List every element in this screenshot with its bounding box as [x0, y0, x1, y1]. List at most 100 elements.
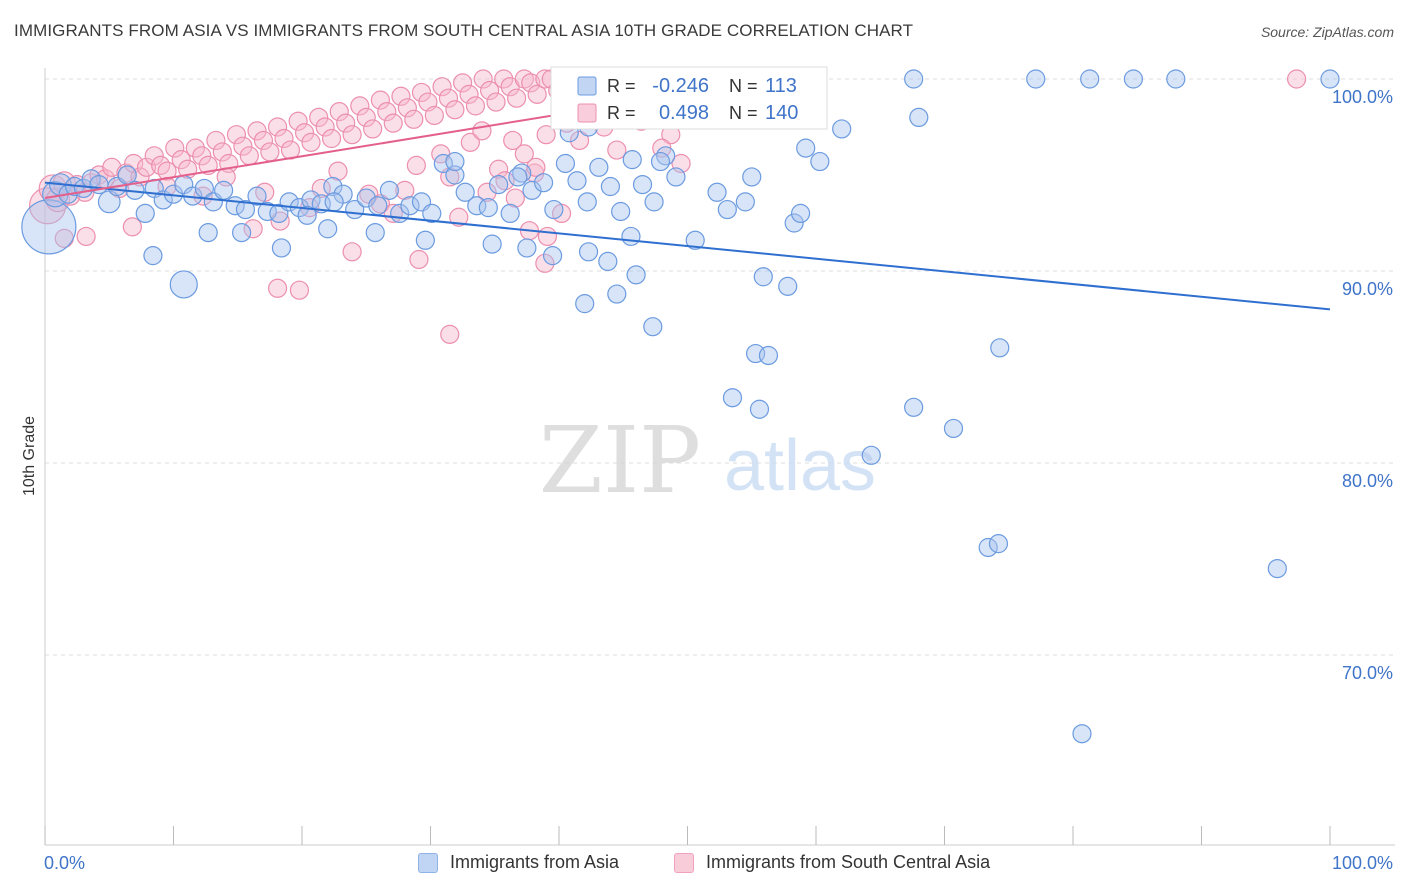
data-point-asia [589, 157, 609, 177]
data-point-asia [598, 251, 618, 271]
data-point-asia [650, 151, 671, 172]
data-point-asia [1072, 724, 1092, 744]
data-point-south-central-asia [274, 128, 294, 149]
data-point-asia [621, 226, 641, 247]
data-point-asia [324, 192, 344, 212]
data-point-asia [1320, 69, 1340, 89]
data-point-south-central-asia [438, 88, 459, 108]
source-label: Source: ZipAtlas.com [1260, 24, 1394, 40]
data-point-asia [318, 219, 338, 239]
data-point-asia [578, 242, 599, 262]
data-point-south-central-asia [514, 144, 534, 164]
y-tick-label: 100.0% [1332, 87, 1393, 107]
data-point-south-central-asia [432, 77, 452, 97]
data-point-asia [232, 223, 252, 243]
data-point-south-central-asia [440, 324, 460, 344]
data-point-south-central-asia [449, 207, 469, 227]
data-point-asia [758, 345, 779, 366]
stats-box-frame [550, 66, 828, 130]
data-point-south-central-asia [212, 142, 232, 162]
y-tick-label: 80.0% [1342, 471, 1393, 491]
data-point-asia [796, 138, 816, 158]
data-point-asia [988, 534, 1009, 554]
data-point-south-central-asia [350, 96, 370, 116]
data-point-asia [198, 223, 218, 243]
data-point-south-central-asia [506, 88, 527, 108]
data-point-asia [489, 175, 509, 195]
legend-item-asia[interactable]: Immigrants from Asia [418, 852, 619, 873]
stats-n-label: N = [729, 76, 758, 96]
stats-swatch [577, 103, 597, 123]
stats-swatch [577, 76, 597, 96]
data-point-south-central-asia [76, 226, 96, 247]
stats-box: R = -0.246 N = 113 R = 0.498 N = 140 [550, 66, 828, 130]
data-point-south-central-asia [465, 96, 486, 116]
data-point-asia [632, 175, 653, 195]
data-point-south-central-asia [321, 128, 342, 149]
data-point-south-central-asia [480, 80, 500, 101]
data-point-south-central-asia [243, 219, 263, 239]
data-point-south-central-asia [309, 107, 329, 128]
data-point-south-central-asia [260, 142, 280, 162]
data-point-asia [644, 192, 664, 212]
data-point-south-central-asia [342, 125, 362, 145]
data-point-asia [832, 119, 852, 139]
data-point-south-central-asia [472, 121, 492, 141]
data-point-south-central-asia [267, 117, 288, 137]
data-point-asia [643, 317, 663, 337]
stats-r-value: 0.498 [659, 102, 709, 124]
data-point-asia [749, 399, 770, 419]
data-point-south-central-asia [122, 217, 142, 237]
stats-r-value: -0.246 [652, 75, 709, 97]
data-point-asia [555, 153, 576, 174]
stats-r-label: R = [607, 103, 636, 123]
data-point-south-central-asia [288, 111, 308, 131]
data-point-south-central-asia [460, 132, 480, 152]
data-point-asia [722, 388, 743, 408]
data-point-south-central-asia [391, 86, 411, 106]
data-point-south-central-asia [363, 119, 383, 139]
data-point-asia [790, 203, 811, 223]
data-point-south-central-asia [315, 117, 335, 137]
data-point-south-central-asia [395, 180, 415, 200]
data-point-south-central-asia [1286, 69, 1307, 89]
data-point-asia [517, 238, 537, 258]
data-point-south-central-asia [535, 253, 555, 273]
data-point-south-central-asia [157, 161, 177, 181]
data-point-asia [611, 201, 631, 222]
data-point-asia [356, 188, 376, 208]
data-point-south-central-asia [301, 132, 321, 152]
data-point-asia [512, 163, 532, 183]
data-point-asia [600, 176, 621, 197]
data-point-south-central-asia [270, 211, 290, 231]
data-point-asia [990, 338, 1010, 358]
data-point-asia [533, 173, 554, 193]
data-point-asia [508, 167, 528, 187]
data-point-asia [685, 230, 705, 250]
data-point-asia [943, 418, 964, 439]
data-point-south-central-asia [494, 69, 514, 89]
data-point-asia [1166, 69, 1186, 89]
data-point-asia [904, 69, 924, 89]
data-point-south-central-asia [294, 123, 315, 143]
data-point-south-central-asia [185, 138, 205, 158]
data-point-south-central-asia [377, 102, 397, 122]
data-point-asia [978, 537, 998, 558]
data-point-south-central-asia [102, 157, 122, 177]
data-point-south-central-asia [383, 113, 403, 133]
data-point-south-central-asia [136, 157, 157, 177]
data-point-asia [1267, 558, 1287, 579]
data-point-asia [21, 199, 77, 255]
legend-item-south-central-asia[interactable]: Immigrants from South Central Asia [674, 852, 990, 873]
data-point-asia [247, 186, 267, 206]
data-point-south-central-asia [569, 130, 590, 151]
data-point-asia [478, 198, 498, 218]
data-point-south-central-asia [247, 121, 267, 141]
data-point-asia [656, 146, 676, 166]
data-point-south-central-asia [505, 188, 525, 208]
data-point-south-central-asia [404, 109, 424, 129]
stats-n-label: N = [729, 103, 758, 123]
data-point-asia [567, 171, 587, 191]
y-tick-label: 90.0% [1342, 279, 1393, 299]
data-point-asia [1080, 69, 1100, 89]
